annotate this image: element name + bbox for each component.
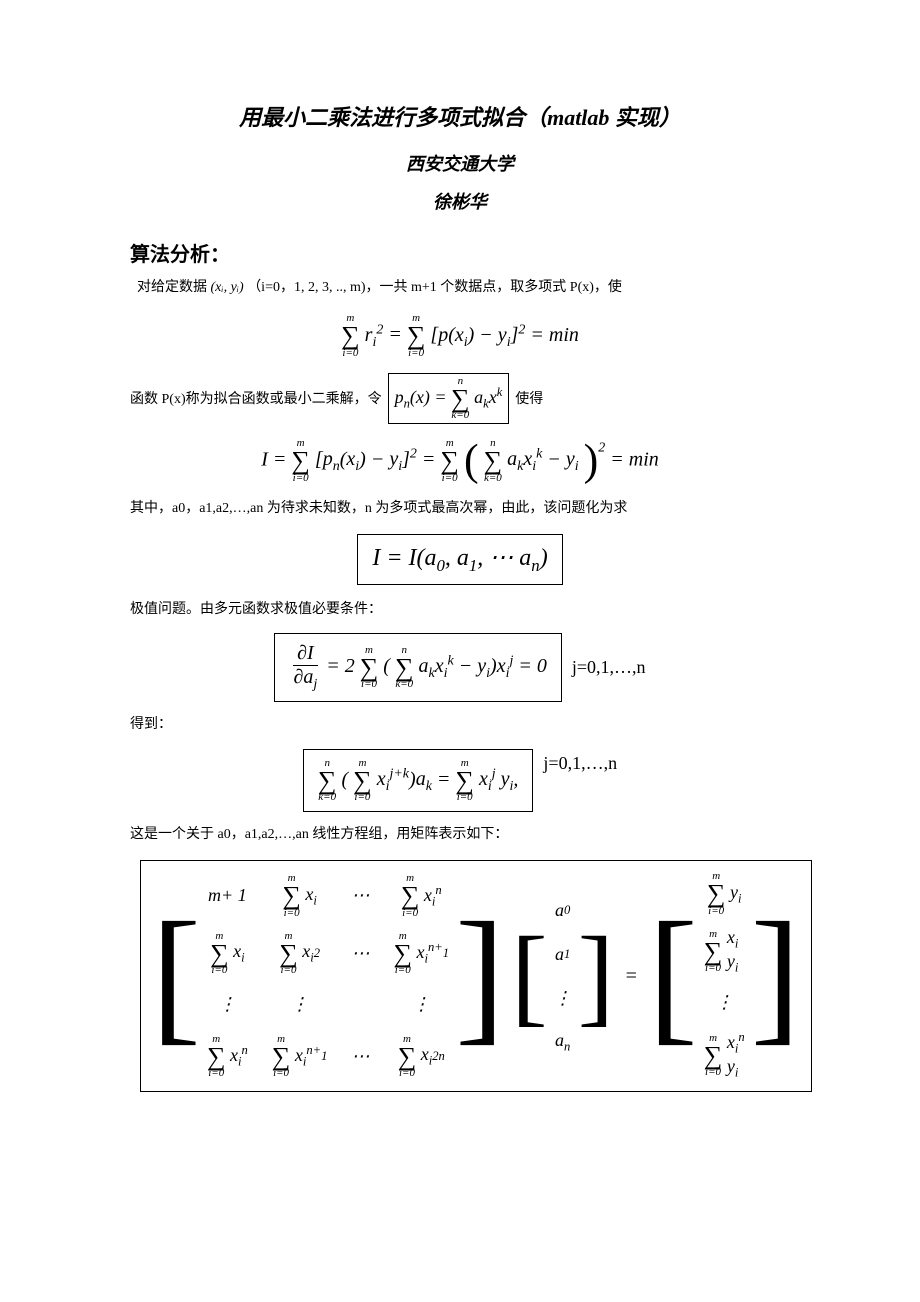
bracket-a-left: [ <box>511 929 548 1023</box>
f1-lhs-term: ri2 <box>365 324 384 346</box>
mat-A-02: ⋯ <box>351 879 369 913</box>
paragraph-5: 得到： <box>130 714 790 736</box>
sum-3b: m ∑ i=0 <box>440 438 459 483</box>
sum-3a: m ∑ i=0 <box>291 438 310 483</box>
mat-A-12: ⋯ <box>351 936 369 970</box>
formula-4-boxed: I = I(a0, a1, ⋯ an) <box>357 534 562 585</box>
formula-5-boxed: ∂I ∂aj = 2 m ∑ i=0 ( n ∑ k=0 akxik − yi)… <box>274 633 561 702</box>
mat-A-22 <box>351 988 369 1022</box>
mat-A-01: m∑i=0 xi <box>272 873 328 918</box>
f1-rhs-term: [p(xi) − yi]2 = min <box>430 324 578 346</box>
bracket-b-right: ] <box>751 912 801 1040</box>
mat-A-33: m∑i=0 xi2n <box>393 1034 449 1079</box>
matrix-equation: [ m + 1 m∑i=0 xi ⋯ m∑i=0 xin m∑i=0 xi m∑… <box>151 871 801 1081</box>
mat-A-03: m∑i=0 xin <box>393 873 449 918</box>
formula-3: I = m ∑ i=0 [pn(xi) − yi]2 = m ∑ i=0 ( n… <box>130 438 790 483</box>
mat-A-21: ⋮ <box>272 988 328 1022</box>
f5-frac: ∂I ∂aj <box>289 642 321 693</box>
document-title: 用最小二乘法进行多项式拟合（matlab 实现） <box>130 100 790 132</box>
vec-b-1: m∑i=0 xi yi <box>704 927 745 976</box>
formula-4: I = I(a0, a1, ⋯ an) <box>130 534 790 585</box>
mat-A-30: m∑i=0 xin <box>207 1034 248 1079</box>
vector-b: m∑i=0 yi m∑i=0 xi yi ⋮ m∑i=0 xin yi <box>704 871 745 1081</box>
vec-b-vdots: ⋮ <box>715 986 733 1020</box>
vector-a: a0 a1 ⋮ an <box>554 893 572 1059</box>
paragraph-2: 函数 P(x)称为拟合函数或最小二乘解，令 pn(x) = n ∑ k=0 ak… <box>130 373 790 424</box>
para1-mid: （i=0，1, 2, 3, .., m)，一共 m+1 个数据点，取多项式 P(… <box>247 280 622 295</box>
mat-A-13: m∑i=0 xin+1 <box>393 931 449 976</box>
document-author: 徐彬华 <box>130 188 790 214</box>
sum-6a: n ∑ k=0 <box>318 758 337 803</box>
document-subtitle: 西安交通大学 <box>130 150 790 176</box>
paragraph-4: 极值问题。由多元函数求极值必要条件： <box>130 599 790 621</box>
mat-A-10: m∑i=0 xi <box>207 931 248 976</box>
sum-1-right: m ∑ i=0 <box>407 313 426 358</box>
mat-A-23: ⋮ <box>393 988 449 1022</box>
mat-A-20: ⋮ <box>207 988 248 1022</box>
bracket-A-left: [ <box>151 912 201 1040</box>
formula-6-boxed: n ∑ k=0 ( m ∑ i=0 xij+k)ak = m ∑ i=0 xij… <box>303 749 534 812</box>
formula-2-boxed: pn(x) = n ∑ k=0 akxk <box>388 373 510 424</box>
formula-6-row: n ∑ k=0 ( m ∑ i=0 xij+k)ak = m ∑ i=0 xij… <box>130 749 790 812</box>
bracket-A-right: ] <box>455 912 505 1040</box>
vec-a-n: an <box>555 1025 570 1059</box>
sum-3c: n ∑ k=0 <box>484 438 503 483</box>
paragraph-3: 其中，a0，a1,a2,…,an 为待求未知数，n 为多项式最高次幂，由此，该问… <box>130 498 790 520</box>
section-heading: 算法分析： <box>130 238 790 267</box>
sum-2: n ∑ k=0 <box>451 376 470 421</box>
mat-A-00: m + 1 <box>207 879 248 913</box>
para2-suffix: 使得 <box>515 388 543 408</box>
para1-text: 对给定数据 <box>137 280 207 295</box>
matrix-A: m + 1 m∑i=0 xi ⋯ m∑i=0 xin m∑i=0 xi m∑i=… <box>207 873 449 1079</box>
sum-5b: n ∑ k=0 <box>395 645 414 690</box>
sum-1-left: m ∑ i=0 <box>341 313 360 358</box>
para2-prefix: 函数 P(x)称为拟合函数或最小二乘解，令 <box>130 388 382 408</box>
paragraph-6: 这是一个关于 a0，a1,a2,…,an 线性方程组，用矩阵表示如下： <box>130 824 790 846</box>
paragraph-1: 对给定数据 (xᵢ, yᵢ) （i=0，1, 2, 3, .., m)，一共 m… <box>130 277 790 299</box>
bracket-a-right: ] <box>578 929 615 1023</box>
sum-6b: m ∑ i=0 <box>353 758 372 803</box>
formula-5-row: ∂I ∂aj = 2 m ∑ i=0 ( n ∑ k=0 akxik − yi)… <box>130 633 790 702</box>
vec-b-0: m∑i=0 yi <box>707 871 742 916</box>
bracket-b-left: [ <box>648 912 698 1040</box>
para1-formula: (xᵢ, yᵢ) <box>211 280 244 295</box>
sum-6c: m ∑ i=0 <box>455 758 474 803</box>
formula-5-label: j=0,1,…,n <box>572 657 646 678</box>
mat-A-11: m∑i=0 xi2 <box>272 931 328 976</box>
formula-1: m ∑ i=0 ri2 = m ∑ i=0 [p(xi) − yi]2 = mi… <box>130 313 790 358</box>
mat-A-31: m∑i=0 xin+1 <box>272 1034 328 1079</box>
vec-a-0: a0 <box>555 893 570 927</box>
vec-a-1: a1 <box>555 937 570 971</box>
sum-5a: m ∑ i=0 <box>360 645 379 690</box>
vec-a-vdots: ⋮ <box>554 981 572 1015</box>
formula-6-label: j=0,1,…,n <box>543 753 617 774</box>
matrix-eq-sign: = <box>624 965 638 988</box>
mat-A-32: ⋯ <box>351 1040 369 1074</box>
matrix-equation-box: [ m + 1 m∑i=0 xi ⋯ m∑i=0 xin m∑i=0 xi m∑… <box>140 860 812 1092</box>
vec-b-n: m∑i=0 xin yi <box>704 1030 745 1081</box>
